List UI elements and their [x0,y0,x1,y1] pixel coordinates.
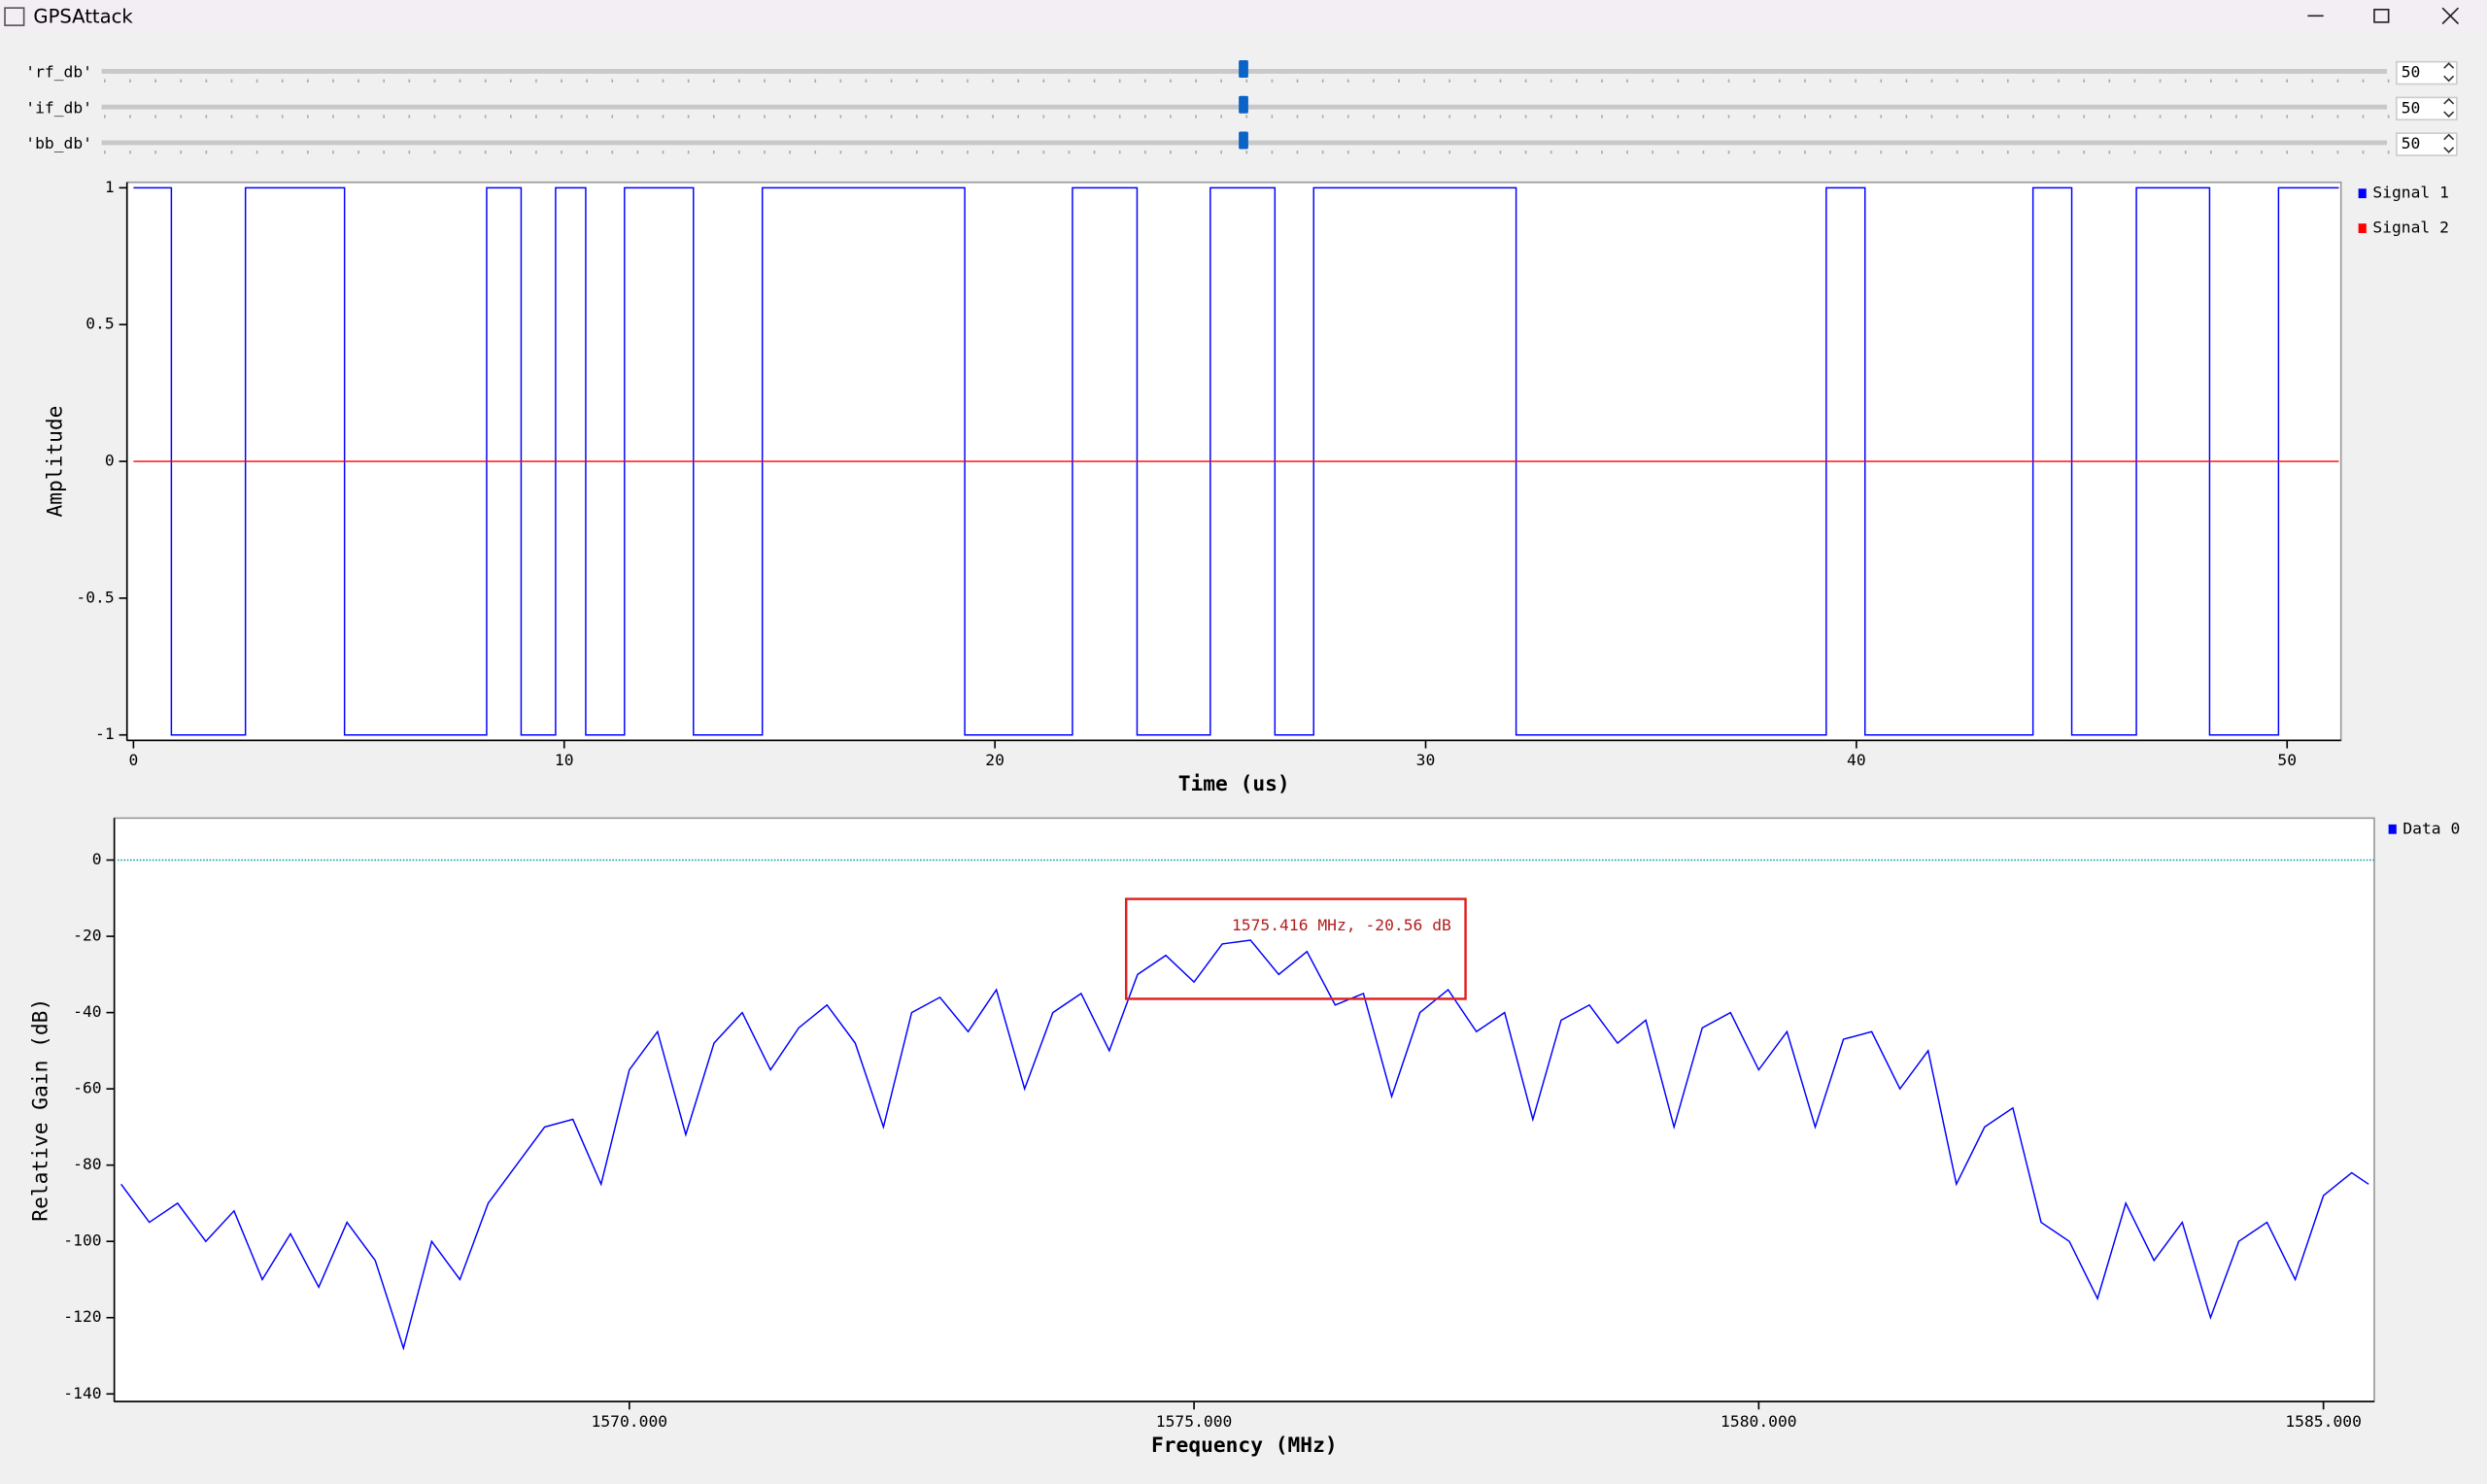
legend-swatch [2358,188,2367,199]
spin-arrows[interactable] [2443,133,2455,153]
y-axis-label: Relative Gain (dB) [29,998,53,1222]
slider-label: 'rf_db' [25,63,92,82]
x-tick-label: 40 [1847,751,1866,769]
series-line [120,939,2369,1351]
y-tick-label: -120 [63,1307,101,1326]
slider-handle[interactable] [1239,95,1248,114]
y-tick-label: 0.5 [85,315,114,333]
annotation-text: 1575.416 MHz, -20.56 dB [1232,916,1451,934]
spinbox-value: 50 [2402,63,2421,82]
x-axis-label: Time (us) [1178,772,1290,796]
slider-handle[interactable] [1239,131,1248,150]
legend-label: Data 0 [2402,819,2460,837]
x-tick-label: 20 [985,751,1005,769]
y-tick-label: -140 [63,1384,101,1402]
y-tick-label: -80 [73,1155,101,1173]
slider-label: 'bb_db' [25,134,92,152]
y-tick-label: -0.5 [76,588,114,606]
x-tick-label: 1575.000 [1156,1412,1233,1431]
y-tick-label: -40 [73,1002,101,1021]
spinbox[interactable] [2395,132,2458,156]
spinbox-value: 50 [2402,134,2421,152]
spin-arrows[interactable] [2443,97,2455,118]
x-tick-label: 1580.000 [1720,1412,1797,1431]
y-tick-label: -60 [73,1079,101,1097]
annotation-box [1124,897,1467,1000]
slider-label: 'if_db' [25,98,92,117]
freq-plot-area [113,817,2375,1402]
window-title: GPSAttack [33,5,133,27]
app-icon [4,7,25,26]
spinbox[interactable] [2395,60,2458,85]
title-bar [0,0,2487,34]
y-tick-label: 1 [105,178,115,196]
x-tick-label: 1585.000 [2285,1412,2362,1431]
x-tick-label: 10 [555,751,574,769]
y-tick-label: -20 [73,927,101,945]
y-axis-label: Amplitude [43,406,67,518]
spinbox-value: 50 [2402,98,2421,117]
y-tick-label: -100 [63,1231,101,1250]
close-button[interactable] [2441,7,2460,25]
legend-label: Signal 2 [2372,219,2449,237]
legend-swatch [2358,223,2367,233]
series-line [133,186,2339,736]
restore-button[interactable] [2373,8,2390,23]
legend-swatch [2388,824,2397,834]
spinbox[interactable] [2395,96,2458,121]
spin-arrows[interactable] [2443,62,2455,83]
legend-label: Signal 1 [2372,184,2449,202]
x-tick-label: 30 [1416,751,1436,769]
x-tick-label: 0 [128,751,138,769]
slider-handle[interactable] [1239,60,1248,78]
y-tick-label: 0 [105,452,115,470]
x-tick-label: 1570.000 [592,1412,668,1431]
x-tick-label: 50 [2277,751,2297,769]
y-tick-label: -1 [95,725,115,743]
x-axis-label: Frequency (MHz) [1151,1433,1338,1458]
y-tick-label: 0 [92,850,102,868]
